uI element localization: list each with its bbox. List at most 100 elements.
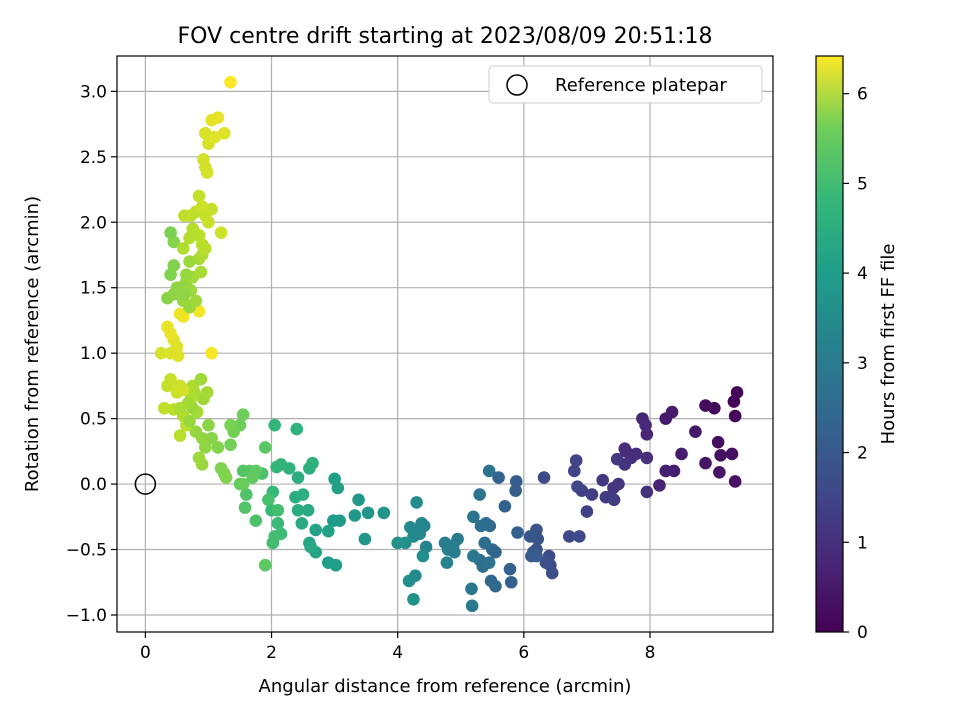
scatter-point (539, 556, 553, 569)
scatter-point (192, 451, 206, 465)
scatter-point (511, 526, 524, 539)
colorbar-tick-label: 0 (857, 623, 868, 643)
scatter-point (236, 408, 250, 421)
scatter-point (291, 503, 305, 517)
scatter-point (214, 226, 228, 240)
scatter-point (653, 479, 666, 492)
scatter-point (197, 153, 210, 166)
colorbar: 0 1 2 3 4 5 6 Hours from first FF file (815, 55, 899, 643)
scatter-point (478, 536, 492, 550)
scatter-point (199, 242, 212, 255)
scatter-point (404, 520, 417, 534)
scatter-point (296, 488, 310, 501)
x-tick-label: 8 (645, 643, 656, 663)
scatter-point (713, 465, 726, 479)
scatter-point (304, 540, 317, 554)
scatter-point (306, 456, 319, 470)
scatter-point (639, 418, 652, 432)
scatter-point (262, 493, 275, 507)
reference-platepar-marker (134, 473, 157, 495)
scatter-point (640, 451, 654, 465)
scatter-point (640, 485, 654, 499)
scatter-point (562, 530, 576, 543)
scatter-point (467, 510, 480, 524)
scatter-point (301, 503, 315, 517)
scatter-point (224, 75, 237, 89)
scatter-point (569, 454, 583, 467)
x-tick-label: 2 (266, 643, 277, 663)
scatter-point (348, 509, 362, 522)
scatter-point (219, 471, 233, 484)
scatter-point (322, 524, 335, 538)
scatter-point (217, 126, 231, 140)
scatter-point (492, 471, 505, 484)
scatter-point (728, 409, 742, 423)
scatter-point (205, 202, 218, 216)
scatter-point (596, 473, 609, 487)
scatter-point (474, 519, 488, 533)
scatter-point (725, 447, 739, 461)
scatter-point (482, 464, 496, 478)
legend: Reference platepar (488, 65, 763, 104)
legend-marker-reference (506, 74, 528, 96)
scatter-point (202, 215, 215, 229)
scatter-point (659, 412, 673, 425)
x-axis-label: Angular distance from reference (arcmin) (259, 676, 632, 697)
scatter-point (236, 477, 250, 491)
data-points (134, 75, 744, 613)
scatter-point (607, 493, 621, 507)
scatter-point (416, 549, 430, 563)
scatter-point (194, 373, 208, 386)
scatter-point (580, 505, 594, 518)
scatter-point (173, 429, 187, 442)
plot-frame (116, 55, 774, 633)
scatter-point (727, 395, 741, 408)
scatter-point (465, 599, 479, 613)
scatter-point (361, 506, 375, 520)
scatter-point (183, 414, 196, 428)
scatter-point (270, 460, 283, 474)
y-tick-label: 1.5 (80, 279, 107, 299)
scatter-point (189, 294, 203, 308)
colorbar-tick-label: 6 (857, 85, 868, 105)
scatter-point (200, 386, 214, 399)
x-tick-label: 6 (518, 643, 529, 663)
scatter-point (164, 327, 177, 340)
colorbar-ticks: 0 1 2 3 4 5 6 (843, 85, 868, 643)
scatter-point (194, 265, 208, 279)
scatter-point (377, 506, 391, 520)
x-tick-label: 4 (392, 643, 403, 663)
scatter-point (498, 500, 512, 513)
scatter-point (205, 346, 218, 360)
scatter-point (266, 536, 280, 550)
scatter-point (224, 418, 237, 432)
scatter-point (249, 514, 263, 528)
chart-title: FOV centre drift starting at 2023/08/09 … (178, 24, 713, 49)
scatter-point (659, 464, 673, 478)
scatter-point (489, 579, 502, 593)
scatter-point (509, 484, 522, 497)
scatter-point (183, 255, 196, 268)
scatter-point (211, 441, 225, 454)
colorbar-tick-label: 3 (857, 354, 868, 374)
scatter-point (610, 452, 624, 466)
scatter-point (224, 438, 237, 452)
scatter-point (573, 530, 586, 543)
scatter-point (211, 111, 225, 124)
scatter-point (176, 242, 190, 255)
scatter-point (291, 471, 305, 484)
scatter-point (407, 592, 420, 606)
scatter-point (545, 566, 559, 580)
scatter-point (192, 189, 206, 203)
scatter-point (714, 448, 727, 462)
scatter-point (258, 558, 272, 572)
scatter-point (503, 562, 517, 576)
scatter-point (158, 401, 171, 415)
legend-box (488, 65, 763, 104)
scatter-point (352, 493, 365, 507)
scatter-point (331, 481, 345, 495)
scatter-point (189, 425, 203, 439)
scatter-point (164, 373, 177, 386)
